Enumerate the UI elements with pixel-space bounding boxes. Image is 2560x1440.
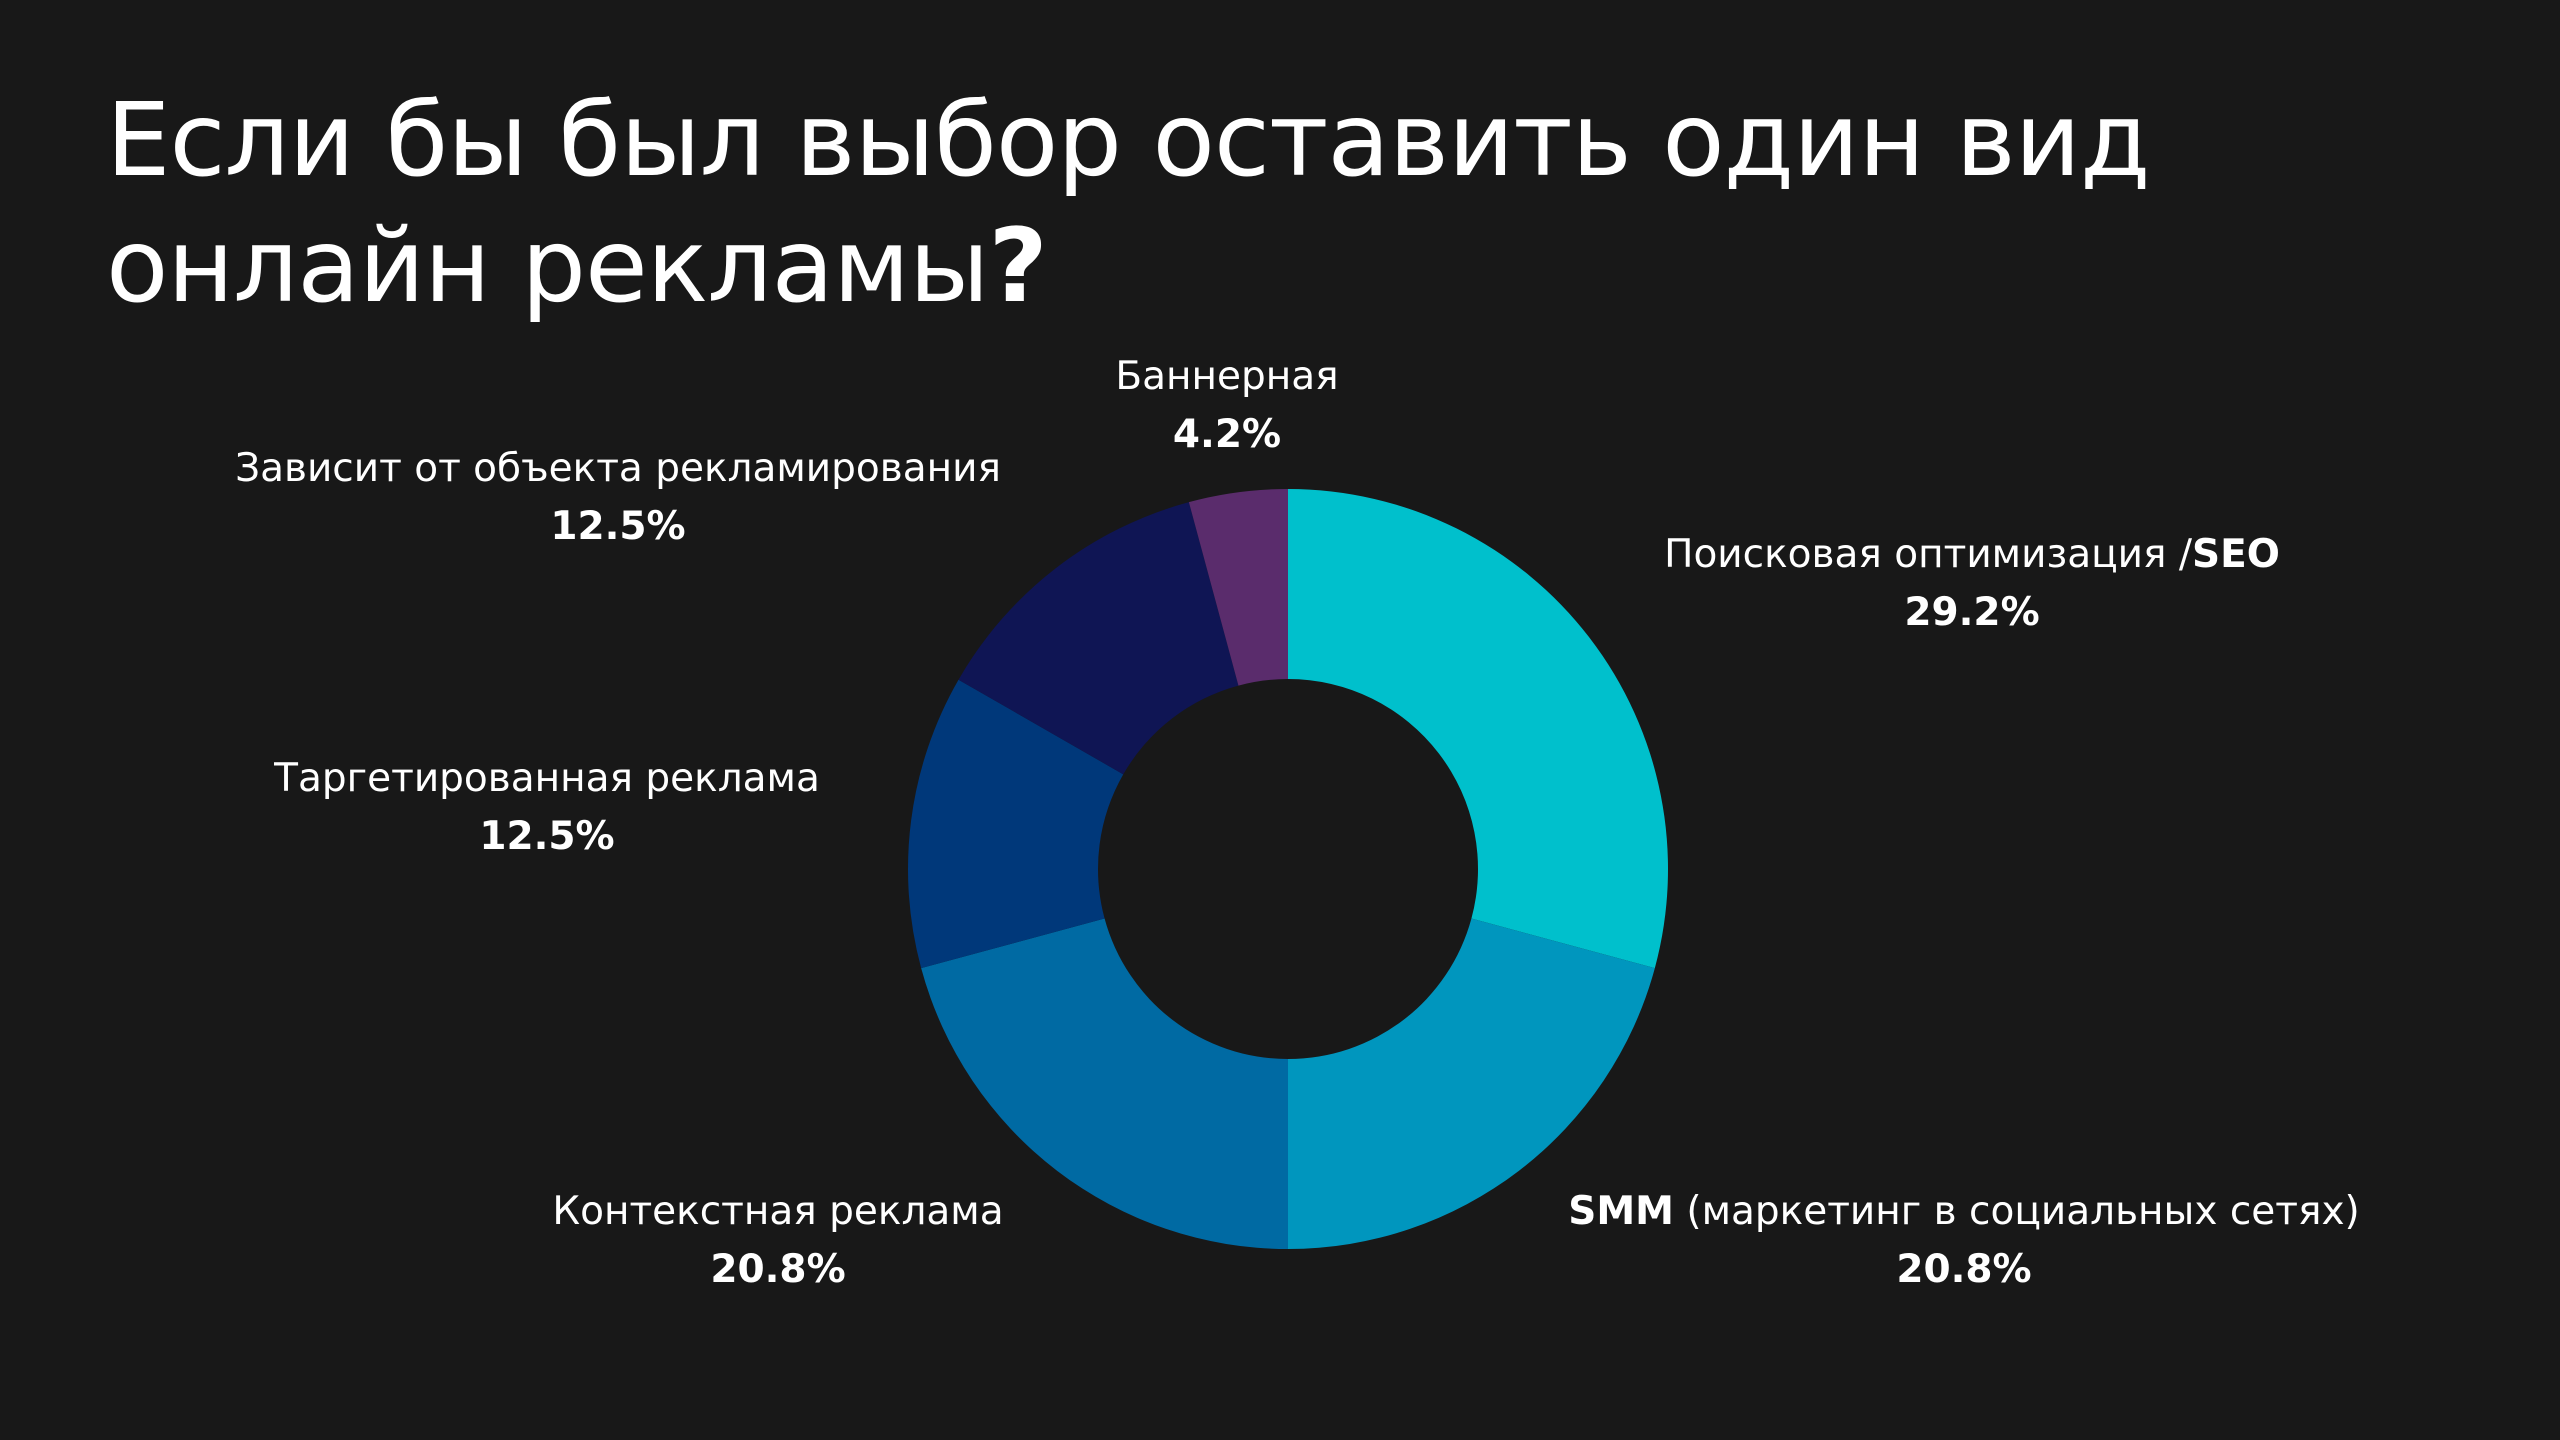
title-question-mark: ? <box>988 207 1047 326</box>
slice-name-depends: Зависит от объекта рекламирования <box>235 446 1001 491</box>
slice-value-targeted: 12.5% <box>479 814 615 859</box>
slice-label-seo: Поисковая оптимизация /SEO 29.2% <box>1664 526 2280 642</box>
title-text: Если бы был выбор оставить один вид онла… <box>106 81 2150 326</box>
page-title: Если бы был выбор оставить один вид онла… <box>106 78 2406 330</box>
slice-value-banner: 4.2% <box>1172 412 1282 457</box>
slice-value-smm: 20.8% <box>1896 1247 2032 1292</box>
slice-name-context: Контекстная реклама <box>552 1189 1004 1234</box>
slice-label-depends: Зависит от объекта рекламирования 12.5% <box>235 440 1001 556</box>
slice-name-banner: Баннерная <box>1115 354 1339 399</box>
slice-label-context: Контекстная реклама 20.8% <box>552 1183 1003 1299</box>
donut-slices <box>908 489 1668 1249</box>
donut-slice-seo <box>1288 489 1668 969</box>
donut-slice-smm <box>1288 918 1655 1249</box>
slice-name-seo: Поисковая оптимизация /SEO <box>1664 532 2280 577</box>
slice-value-context: 20.8% <box>710 1247 846 1292</box>
donut-slice-context <box>921 918 1288 1249</box>
donut-slice-banner <box>1188 489 1288 686</box>
slice-value-seo: 29.2% <box>1904 590 2040 635</box>
slice-name-targeted: Таргетированная реклама <box>274 756 820 801</box>
slice-label-smm: SMM (маркетинг в социальных сетях) 20.8% <box>1568 1183 2359 1299</box>
slice-name-smm: SMM (маркетинг в социальных сетях) <box>1568 1189 2360 1234</box>
slice-label-banner: Баннерная 4.2% <box>1115 348 1338 464</box>
donut-slice-targeted <box>908 679 1124 969</box>
slice-label-targeted: Таргетированная реклама 12.5% <box>274 750 820 866</box>
slice-value-depends: 12.5% <box>550 504 686 549</box>
donut-slice-depends <box>958 502 1239 775</box>
